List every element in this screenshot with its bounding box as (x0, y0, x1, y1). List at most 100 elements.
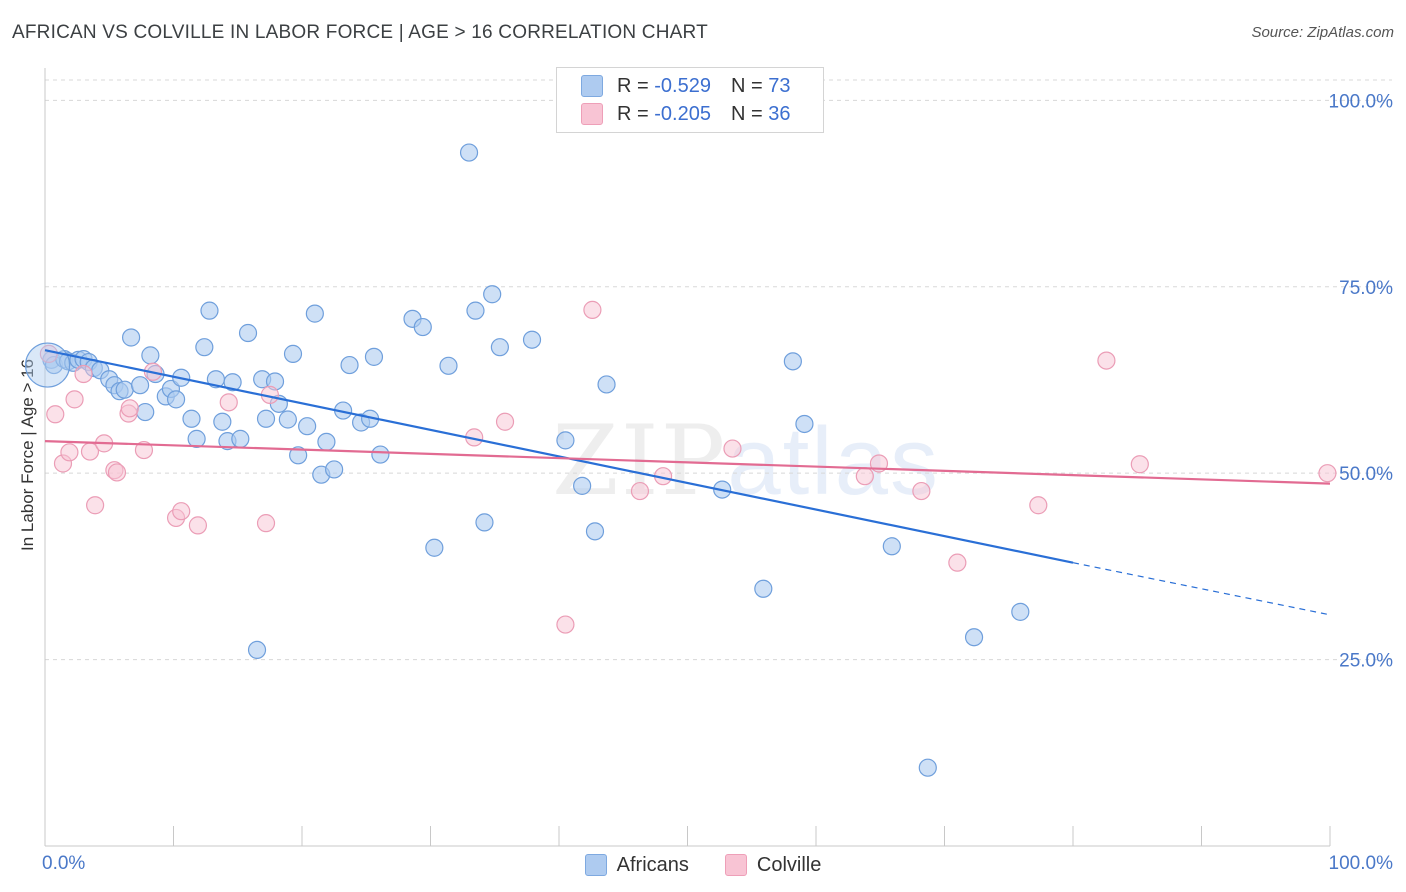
colville-point (495, 412, 515, 431)
africans-point (490, 338, 509, 357)
africans-point (289, 446, 308, 465)
x-tick-label: 100.0% (1329, 853, 1394, 874)
legend-swatch-africans (584, 854, 607, 876)
africans-point (256, 409, 276, 428)
y-tick-label: 50.0% (1339, 464, 1393, 485)
colville-point (60, 443, 79, 462)
colville-point (107, 463, 127, 482)
africans-point (278, 410, 297, 429)
africans-point (305, 304, 324, 323)
legend-r-label: R = (617, 74, 649, 97)
africans-point (783, 352, 802, 371)
legend-swatch-colville (724, 854, 747, 876)
africans-point (585, 522, 605, 541)
colville-point (1097, 351, 1116, 370)
legend-row-colville: R = -0.205 N = 36 (581, 99, 790, 129)
legend-item-colville[interactable]: Colville (724, 853, 822, 877)
africans-point (223, 373, 242, 392)
africans-point (298, 417, 317, 436)
colville-point (1318, 464, 1337, 483)
africans-point (364, 347, 384, 366)
legend-label-africans: Africans (616, 853, 689, 876)
colville-point (46, 405, 65, 424)
legend-label-colville: Colville (756, 853, 822, 876)
colville-point (256, 514, 276, 533)
africans-point (195, 338, 214, 357)
legend-swatch-colville (581, 103, 603, 125)
legend-n-value: 73 (768, 74, 791, 97)
africans-point (425, 538, 444, 557)
legend-n-label: N = (730, 102, 763, 125)
africans-trend-line (44, 349, 1074, 564)
africans-point (573, 476, 592, 495)
colville-trend-line (44, 440, 1331, 485)
colville-point (39, 344, 58, 363)
y-tick-label: 25.0% (1339, 651, 1393, 672)
africans-point (754, 579, 773, 598)
colville-point (723, 439, 742, 458)
africans-point (182, 409, 201, 428)
colville-point (1029, 496, 1048, 515)
africans-point (795, 414, 814, 434)
correlation-legend: R = -0.529 N = 73 R = -0.205 N = 36 (556, 67, 824, 133)
africans-point (166, 390, 186, 409)
africans-point (475, 513, 494, 532)
africans-point (317, 432, 336, 451)
africans-point (136, 402, 155, 422)
africans-point (556, 431, 575, 450)
africans-point (439, 356, 458, 375)
africans-point (340, 355, 359, 375)
y-tick-label: 100.0% (1329, 91, 1394, 112)
legend-r-value: -0.529 (654, 74, 711, 97)
africans-point (466, 301, 485, 320)
colville-point (172, 502, 191, 521)
africans-point (141, 346, 160, 365)
africans-point (200, 301, 219, 320)
colville-point (86, 496, 105, 515)
colville-point (630, 481, 650, 501)
legend-r-value: -0.205 (654, 102, 711, 125)
colville-point (219, 393, 238, 412)
africans-point (882, 537, 901, 556)
legend-n-value: 36 (768, 102, 791, 125)
africans-point (918, 758, 937, 777)
colville-point (188, 516, 208, 535)
africans-point (247, 640, 267, 659)
africans-point (597, 375, 616, 394)
africans-point (459, 143, 479, 162)
africans-point (413, 317, 432, 337)
africans-point (964, 628, 984, 647)
africans-point (371, 445, 390, 464)
colville-point (134, 440, 154, 460)
legend-row-africans: R = -0.529 N = 73 (581, 71, 790, 101)
africans-point (115, 380, 134, 399)
colville-point (855, 467, 874, 486)
colville-point (120, 399, 139, 418)
colville-point (556, 615, 575, 634)
watermark-atlas: atlas (727, 408, 940, 515)
africans-point (325, 460, 344, 479)
colville-point (948, 553, 967, 572)
colville-point (65, 390, 84, 409)
africans-trend-extension (1072, 562, 1331, 616)
x-tick-label: 0.0% (42, 853, 85, 874)
y-axis-label: In Labor Force | Age > 16 (18, 359, 37, 551)
africans-point (1011, 602, 1030, 621)
africans-point (231, 429, 250, 448)
legend-swatch-africans (581, 75, 603, 97)
legend-r-label: R = (617, 102, 649, 125)
legend-item-africans[interactable]: Africans (584, 853, 689, 877)
y-tick-label: 75.0% (1339, 278, 1393, 299)
africans-point (283, 344, 303, 363)
series-legend: Africans Colville (0, 852, 1406, 878)
source-credit: Source: ZipAtlas.com (1251, 24, 1394, 41)
legend-n-label: N = (730, 74, 763, 97)
colville-point (583, 300, 602, 319)
africans-point (483, 285, 502, 304)
africans-point (121, 328, 141, 347)
colville-point (1130, 455, 1149, 474)
chart-title: AFRICAN VS COLVILLE IN LABOR FORCE | AGE… (12, 22, 708, 43)
africans-point (187, 429, 206, 448)
africans-point (213, 412, 232, 431)
